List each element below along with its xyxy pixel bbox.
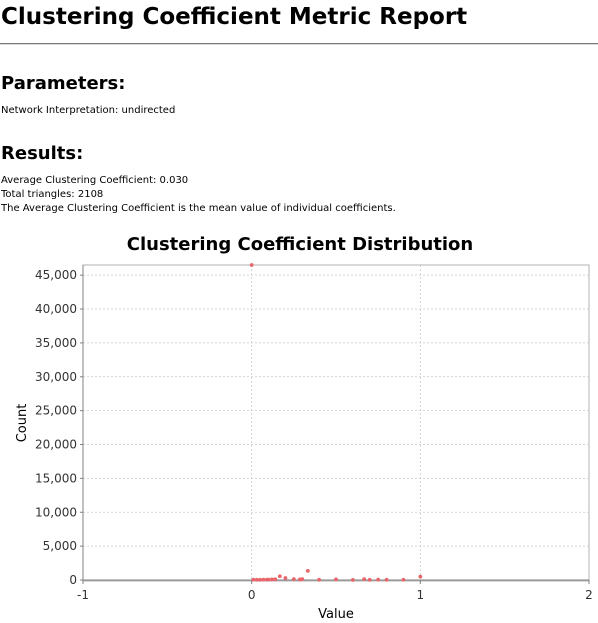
x-tick-label: -1 <box>77 588 89 602</box>
y-tick-label: 25,000 <box>35 404 77 418</box>
data-point <box>254 577 259 582</box>
data-point <box>367 577 372 582</box>
data-point <box>266 577 271 582</box>
data-point <box>401 577 406 582</box>
data-point <box>249 263 254 267</box>
y-tick-label: 35,000 <box>35 336 77 350</box>
data-point <box>261 577 266 582</box>
data-point <box>350 577 355 582</box>
total-triangles: Total triangles: 2108 <box>1 189 104 200</box>
data-point <box>291 577 296 582</box>
data-point <box>362 577 367 582</box>
parameters-heading: Parameters: <box>1 73 126 94</box>
y-tick-label: 5,000 <box>43 539 77 553</box>
results-heading: Results: <box>1 143 84 164</box>
y-axis-label: Count <box>15 404 30 443</box>
clustering-coefficient-chart: Clustering Coefficient Distribution 0 5,0… <box>15 234 593 622</box>
y-tick-label: 40,000 <box>35 302 77 316</box>
report-title: Clustering Coefficient Metric Report <box>1 4 468 30</box>
data-point <box>270 577 274 582</box>
y-axis-ticks: 0 5,000 10,000 15,000 20,000 25,000 30,000 35,0… <box>35 268 83 587</box>
data-point <box>334 577 338 582</box>
y-tick-label: 45,000 <box>35 268 77 282</box>
y-tick-label: 0 <box>69 573 77 587</box>
data-point <box>300 577 305 582</box>
data-point <box>418 574 423 579</box>
chart-title: Clustering Coefficient Distribution <box>127 234 473 255</box>
x-tick-label: 0 <box>248 588 256 602</box>
average-clustering-coefficient: Average Clustering Coefficient: 0.030 <box>1 175 189 186</box>
data-points <box>249 263 423 582</box>
network-interpretation: Network Interpretation: undirected <box>1 105 176 116</box>
data-point <box>258 577 262 582</box>
data-point <box>376 577 381 582</box>
data-point <box>305 568 310 573</box>
y-tick-label: 30,000 <box>35 370 77 384</box>
data-point <box>283 576 288 580</box>
y-tick-label: 15,000 <box>35 471 77 485</box>
data-point <box>384 577 389 582</box>
x-tick-label: 2 <box>585 588 593 602</box>
x-tick-label: 1 <box>417 588 425 602</box>
y-tick-label: 20,000 <box>35 438 77 452</box>
y-tick-label: 10,000 <box>35 505 77 519</box>
plot-area <box>82 264 590 582</box>
data-point <box>277 574 282 579</box>
data-point <box>273 577 278 582</box>
x-axis-ticks: -1 0 1 2 <box>77 580 593 602</box>
grid-lines <box>83 265 589 580</box>
data-point <box>251 577 256 582</box>
title-divider <box>0 43 598 45</box>
data-point <box>317 577 322 582</box>
coefficient-explanation: The Average Clustering Coefficient is th… <box>1 203 396 214</box>
x-axis-label: Value <box>318 607 354 622</box>
